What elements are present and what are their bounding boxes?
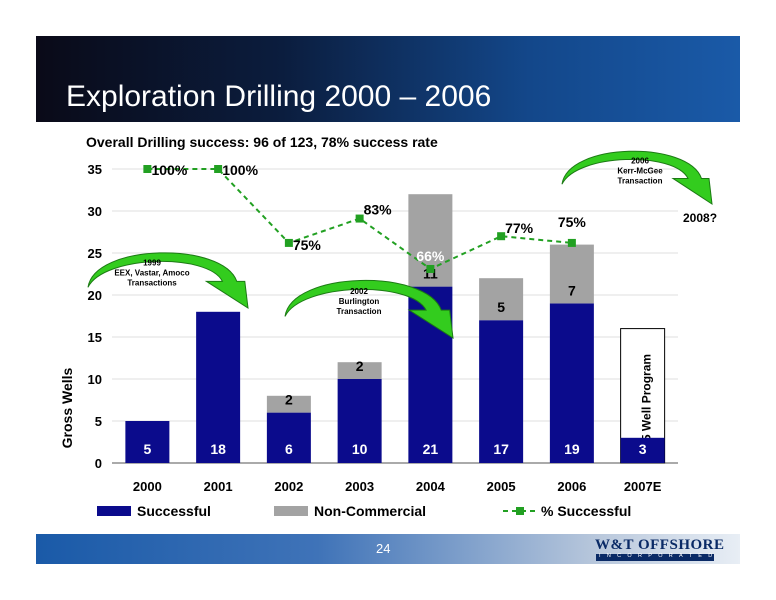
x-tick-label: 2004	[416, 479, 446, 494]
y-tick-label: 10	[88, 372, 102, 387]
bar-label-non-commercial: 5	[497, 299, 505, 315]
transaction-arrow-2002	[284, 279, 454, 339]
pct-label: 75%	[293, 237, 322, 253]
annotation-text: Transactions	[127, 279, 177, 288]
pct-label: 83%	[364, 202, 393, 218]
y-tick-label: 20	[88, 288, 102, 303]
pct-label: 77%	[505, 220, 534, 236]
legend-label: % Successful	[541, 503, 631, 519]
bar-non-commercial	[337, 362, 382, 379]
bar-label-successful: 3	[639, 441, 647, 457]
bar-label-non-commercial: 2	[356, 358, 364, 374]
bar-label-successful: 6	[285, 441, 293, 457]
y-tick-label: 5	[95, 414, 102, 429]
company-logo: W&T OFFSHORE INCORPORATED	[595, 537, 724, 563]
x-tick-label: 2006	[557, 479, 586, 494]
pct-label: 100%	[151, 162, 187, 178]
pct-marker	[567, 238, 576, 247]
pct-label: 100%	[222, 162, 258, 178]
legend-swatch-non-commercial	[274, 506, 308, 516]
bar-label-non-commercial: 7	[568, 282, 576, 298]
x-tick-label: 2007E	[624, 479, 662, 494]
bar-non-commercial	[266, 395, 311, 413]
bar-non-commercial	[549, 244, 594, 304]
pct-marker	[284, 238, 293, 247]
pct-marker	[497, 232, 506, 241]
bar-label-successful: 10	[352, 441, 368, 457]
annotation-text: 1999	[143, 259, 161, 268]
annotation-text: Transaction	[337, 307, 382, 316]
annotation-text: 2002	[350, 287, 368, 296]
title-banner: Exploration Drilling 2000 – 2006	[36, 36, 740, 122]
y-tick-label: 35	[88, 162, 102, 177]
annotation-text: 2006	[631, 157, 649, 166]
bar-label-non-commercial: 2	[285, 392, 293, 408]
logo-band	[596, 554, 714, 561]
annotation-text: Burlington	[339, 297, 380, 306]
legend-label: Non-Commercial	[314, 503, 426, 519]
logo-subtext: INCORPORATED	[599, 553, 719, 559]
annotation-text: EEX, Vastar, Amoco	[114, 269, 189, 278]
transaction-arrow-1999	[87, 252, 249, 309]
annotation-2008: 2008?	[683, 211, 717, 225]
bar-successful	[549, 303, 594, 463]
y-tick-label: 0	[95, 456, 102, 471]
pct-marker	[355, 214, 364, 223]
x-tick-label: 2005	[487, 479, 516, 494]
x-tick-label: 2000	[133, 479, 162, 494]
pct-marker	[143, 165, 152, 173]
y-axis-label: Gross Wells	[59, 367, 75, 448]
y-tick-label: 25	[88, 246, 102, 261]
bar-label-successful: 19	[564, 441, 580, 457]
bar-successful	[196, 311, 241, 463]
program-bar-label: 15 Well Program	[640, 354, 654, 448]
bar-label-successful: 18	[210, 441, 226, 457]
legend-swatch-successful	[97, 506, 131, 516]
page-number: 24	[376, 541, 391, 556]
x-tick-label: 2001	[204, 479, 233, 494]
bar-successful	[337, 379, 382, 463]
pct-marker	[426, 264, 435, 273]
y-tick-label: 15	[88, 330, 102, 345]
y-tick-label: 30	[88, 204, 102, 219]
transaction-arrow-2006	[561, 150, 713, 206]
pct-label: 75%	[558, 214, 587, 230]
bar-successful	[125, 421, 170, 463]
bar-label-successful: 21	[423, 441, 439, 457]
legend-label: Successful	[137, 503, 211, 519]
chart-subtitle: Overall Drilling success: 96 of 123, 78%…	[86, 134, 438, 150]
bar-label-successful: 5	[143, 441, 151, 457]
x-tick-label: 2002	[274, 479, 303, 494]
bar-label-successful: 17	[493, 441, 509, 457]
bar-successful	[266, 412, 311, 463]
slide-title: Exploration Drilling 2000 – 2006	[66, 80, 492, 113]
legend-marker-pct	[516, 507, 524, 515]
x-tick-label: 2003	[345, 479, 374, 494]
bar-successful	[620, 437, 665, 463]
bar-non-commercial	[479, 278, 524, 321]
annotation-text: Transaction	[618, 177, 663, 186]
bar-successful	[479, 320, 524, 463]
logo-wordmark: W&T OFFSHORE	[595, 537, 725, 553]
annotation-text: Kerr-McGee	[617, 167, 663, 176]
pct-label: 66%	[416, 248, 445, 264]
pct-marker	[214, 165, 223, 173]
